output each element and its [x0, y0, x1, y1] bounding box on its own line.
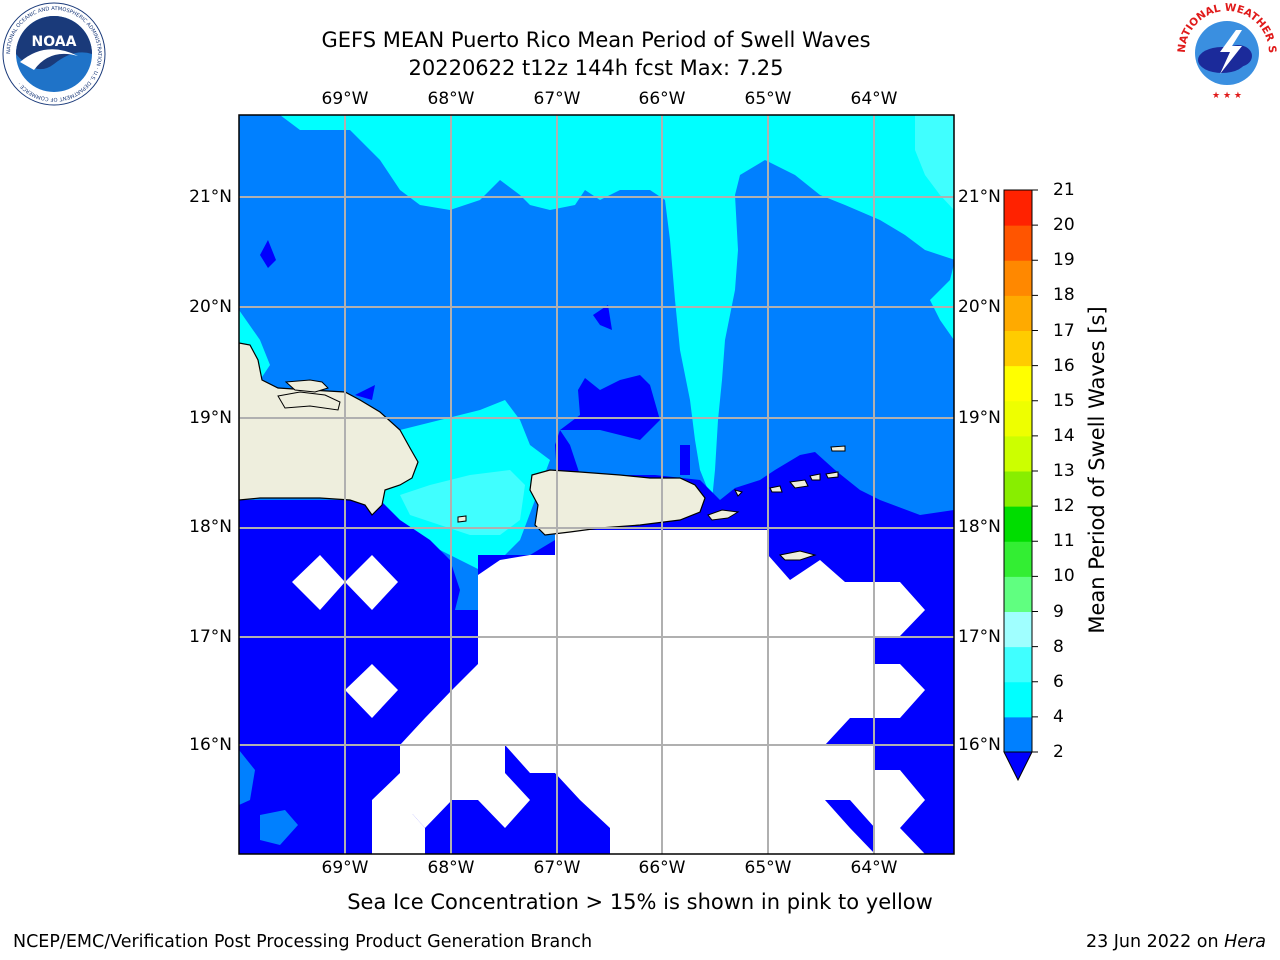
lon-label-top: 67°W [533, 89, 581, 109]
lat-label-right: 16°N [958, 735, 1001, 755]
lon-label-bottom: 67°W [533, 858, 581, 878]
colorbar-cell [1004, 295, 1032, 331]
colorbar-tick-label: 16 [1053, 355, 1075, 376]
colorbar-cell [1004, 576, 1032, 612]
lat-label-left: 16°N [189, 735, 232, 755]
map-title: GEFS MEAN Puerto Rico Mean Period of Swe… [321, 28, 871, 52]
colorbar-tick-label: 21 [1053, 180, 1075, 200]
colorbar-tick-label: 4 [1053, 706, 1064, 727]
lon-label-bottom: 65°W [744, 858, 792, 878]
colorbar-tick-label: 18 [1053, 285, 1075, 306]
hispaniola-landmass [239, 342, 419, 516]
lat-label-right: 19°N [958, 408, 1001, 428]
colorbar-cell [1004, 716, 1032, 753]
lat-label-left: 17°N [189, 627, 232, 647]
graticule [239, 115, 954, 854]
colorbar-cell [1004, 190, 1032, 226]
footer-host: Hera [1224, 932, 1266, 952]
lon-label-top: 65°W [744, 89, 792, 109]
colorbar-tick-label: 6 [1053, 671, 1064, 692]
swell-band-6-8 [915, 115, 954, 210]
lon-label-bottom: 69°W [321, 858, 369, 878]
nws-logo: NATIONAL WEATHER SERVICE ★ ★ ★ [1176, 2, 1278, 102]
colorbar-label: Mean Period of Swell Waves [s] [1085, 306, 1109, 634]
colorbar-tick-label: 17 [1053, 320, 1075, 341]
colorbar-extend-triangle [1003, 751, 1033, 782]
colorbar-cell [1004, 646, 1032, 683]
lon-label-top: 68°W [427, 89, 475, 109]
noaa-logo: NATIONAL OCEANIC AND ATMOSPHERIC ADMINIS… [2, 2, 106, 106]
colorbar-tick-label: 11 [1053, 531, 1075, 552]
lon-label-bottom: 66°W [638, 858, 686, 878]
lat-label-right: 17°N [958, 627, 1001, 647]
footer-date: 23 Jun 2022 on Hera [1086, 932, 1266, 952]
colorbar-tick-label: 8 [1053, 636, 1064, 657]
lat-label-left: 21°N [189, 187, 232, 207]
colorbar-tick-label: 20 [1053, 215, 1075, 236]
svg-text:★ ★ ★: ★ ★ ★ [1212, 91, 1242, 101]
colorbar-cell [1004, 471, 1032, 507]
colorbar-cell [1004, 611, 1032, 648]
lat-label-left: 18°N [189, 517, 232, 537]
lon-label-bottom: 68°W [427, 858, 475, 878]
colorbar-cell [1004, 260, 1032, 296]
lat-label-right: 20°N [958, 297, 1001, 317]
lon-label-top: 69°W [321, 89, 369, 109]
no-data-cell [292, 555, 345, 610]
lon-label-bottom: 64°W [850, 858, 898, 878]
lat-label-left: 19°N [189, 408, 232, 428]
lon-label-top: 66°W [638, 89, 686, 109]
colorbar-tick-label: 2 [1053, 742, 1064, 762]
colorbar-tick-label: 13 [1053, 461, 1075, 481]
sea-ice-note: Sea Ice Concentration > 15% is shown in … [347, 890, 933, 914]
colorbar-tick-label: 19 [1053, 250, 1075, 271]
colorbar-cell [1004, 435, 1032, 472]
lon-label-top: 64°W [850, 89, 898, 109]
svg-text:NOAA: NOAA [32, 34, 77, 50]
colorbar-tick-label: 15 [1053, 390, 1075, 411]
colorbar-cell [1004, 330, 1032, 367]
colorbar-cell [1004, 506, 1032, 542]
map-frame [238, 114, 955, 855]
lat-label-right: 18°N [958, 517, 1001, 537]
colorbar-tick-label: 14 [1053, 425, 1075, 446]
colorbar-tick-label: 10 [1053, 566, 1075, 587]
colorbar-cell [1004, 225, 1032, 261]
lat-label-left: 20°N [189, 297, 232, 317]
colorbar-tick-label: 9 [1053, 601, 1064, 622]
footer-branch: NCEP/EMC/Verification Post Processing Pr… [13, 932, 593, 952]
lat-label-right: 21°N [958, 187, 1001, 207]
colorbar-cell [1004, 365, 1032, 402]
colorbar-cell [1004, 541, 1032, 577]
swell-band-6-8-south [400, 470, 525, 535]
colorbar-tick-label: 12 [1053, 496, 1075, 517]
map-subtitle: 20220622 t12z 144h fcst Max: 7.25 [408, 56, 784, 80]
footer-date-text: 23 Jun 2022 on [1085, 932, 1225, 952]
colorbar-cell [1004, 681, 1032, 718]
colorbar-cell [1004, 400, 1032, 437]
swell-band-4-6 [239, 115, 954, 500]
